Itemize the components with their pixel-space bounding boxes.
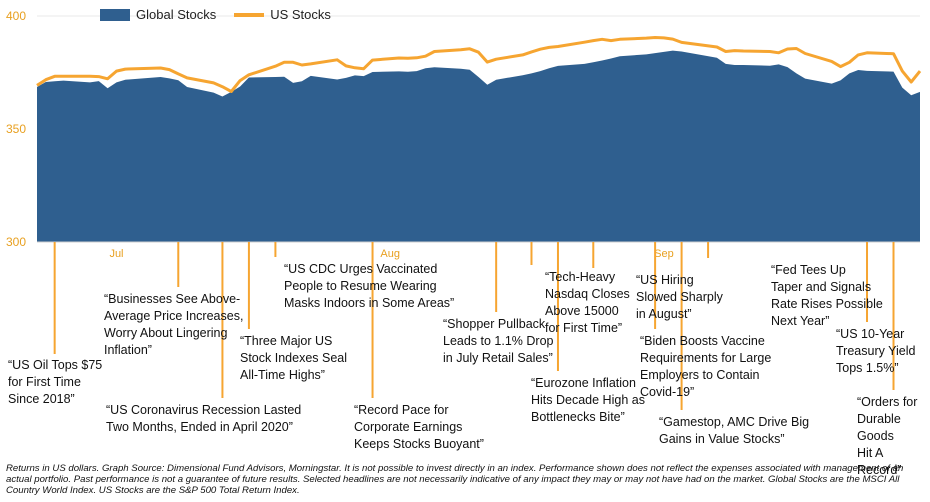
y-axis-labels: 300 350 400 [6, 9, 26, 249]
legend-label-global: Global Stocks [136, 7, 217, 22]
annotation-line: in August” [636, 307, 692, 321]
annotation-line: Average Price Increases, [104, 309, 244, 323]
annotation-line: “Three Major US [240, 334, 333, 348]
annotation-line: Stock Indexes Seal [240, 351, 348, 365]
annotation-line: Taper and Signals [771, 280, 872, 294]
legend-item-us: US Stocks [234, 7, 331, 22]
y-tick-label-400: 400 [6, 9, 26, 23]
annotation-line: for First Time [8, 375, 81, 389]
legend-item-global: Global Stocks [100, 7, 216, 22]
annotation-headline: “Record Pace for Corporate Earnings Keeps … [354, 402, 484, 453]
annotation-headline: “Businesses See Above- Average Price Incr… [104, 291, 243, 359]
annotation-line: “US Hiring [636, 273, 694, 287]
annotation-headline: “US CDC Urges Vaccinated People to Resume… [284, 261, 454, 312]
annotation-line: “Businesses See Above- [104, 292, 241, 306]
annotation-line: Masks Indoors in Some Areas” [284, 296, 455, 310]
annotation-leaders [53, 242, 895, 410]
annotation-line: Employers to Contain [640, 368, 760, 382]
annotation-line: Nasdaq Closes [545, 287, 630, 301]
annotation-line: “US Coronavirus Recession Lasted [106, 403, 302, 417]
us-stocks-line [36, 36, 922, 93]
us-stocks-swatch [234, 12, 265, 17]
annotation-headline: “Gamestop, AMC Drive Big Gains in Value S… [659, 414, 809, 448]
annotation-line: “Record Pace for [354, 403, 449, 417]
annotation-line: Rate Rises Possible [771, 297, 883, 311]
annotation-line: for First Time” [545, 321, 623, 335]
annotation-line: Corporate Earnings [354, 420, 463, 434]
annotation-line: “Eurozone Inflation [531, 376, 636, 390]
annotation-line: Treasury Yield [836, 344, 916, 358]
annotation-line: “US CDC Urges Vaccinated [284, 262, 438, 276]
annotation-line: Since 2018” [8, 392, 75, 406]
y-tick-label-300: 300 [6, 235, 26, 249]
annotation-headline: “Eurozone Inflation Hits Decade High as Bo… [531, 375, 645, 426]
annotation-line: “Fed Tees Up [771, 263, 846, 277]
annotation-headline: “Three Major US Stock Indexes Seal All-Tim… [240, 333, 347, 384]
annotation-line: “Biden Boosts Vaccine [640, 334, 765, 348]
annotation-headline: “Orders for Durable Goods Hit A Record” [857, 394, 930, 479]
chart-footnote: Returns in US dollars. Graph Source: Dim… [6, 463, 904, 496]
annotation-line: All-Time Highs” [240, 368, 325, 382]
annotation-headline: “Biden Boosts Vaccine Requirements for La… [640, 333, 771, 401]
annotation-headline: “Tech-Heavy Nasdaq Closes Above 15000 for F… [545, 269, 630, 337]
annotation-headline: “US Coronavirus Recession Lasted Two Mont… [106, 402, 301, 436]
annotation-line: Bottlenecks Bite” [531, 410, 625, 424]
annotation-line: “US Oil Tops $75 [8, 358, 103, 372]
annotation-line: “Tech-Heavy [545, 270, 616, 284]
global-stocks-area [37, 50, 920, 242]
annotation-line: Tops 1.5%” [836, 361, 899, 375]
annotation-line: Worry About Lingering [104, 326, 228, 340]
legend-label-us: US Stocks [270, 7, 331, 22]
x-tick-label-sep: Sep [654, 248, 674, 260]
annotation-line: in July Retail Sales” [443, 351, 553, 365]
y-tick-label-350: 350 [6, 122, 26, 136]
annotation-headline: “Fed Tees Up Taper and Signals Rate Rises … [771, 262, 883, 330]
x-tick-label-aug: Aug [380, 248, 400, 260]
annotation-line: “Gamestop, AMC Drive Big [659, 415, 810, 429]
annotation-line: Requirements for Large [640, 351, 772, 365]
annotation-line: Slowed Sharply [636, 290, 723, 304]
x-tick-label-jul: Jul [109, 248, 123, 260]
x-axis-labels: Jul Aug Sep [109, 248, 673, 260]
global-stocks-swatch [100, 8, 130, 21]
annotation-headline: “US Hiring Slowed Sharply in August” [636, 272, 723, 323]
annotation-line: Keeps Stocks Buoyant” [354, 437, 484, 451]
annotation-line: Leads to 1.1% Drop [443, 334, 554, 348]
annotation-line: Durable Goods [857, 412, 901, 443]
annotation-line: “Shopper Pullback [443, 317, 546, 331]
annotation-line: Hit A Record” [857, 446, 902, 477]
annotation-line: Two Months, Ended in April 2020” [106, 420, 293, 434]
annotation-line: Hits Decade High as [531, 393, 645, 407]
annotation-line: People to Resume Wearing [284, 279, 437, 293]
annotation-line: Covid-19” [640, 385, 695, 399]
annotation-headline: “US Oil Tops $75 for First Time Since 2018… [8, 357, 102, 408]
annotation-line: Gains in Value Stocks” [659, 432, 785, 446]
annotation-headline: “Shopper Pullback Leads to 1.1% Drop in Ju… [443, 316, 554, 367]
annotation-line: “US 10-Year [836, 327, 905, 341]
annotation-line: Next Year” [771, 314, 830, 328]
annotation-line: Inflation” [104, 343, 152, 357]
annotation-headline: “US 10-Year Treasury Yield Tops 1.5%” [836, 326, 915, 377]
annotation-line: Above 15000 [545, 304, 619, 318]
chart-legend: Global Stocks US Stocks [100, 7, 349, 22]
annotation-line: “Orders for [857, 395, 918, 409]
